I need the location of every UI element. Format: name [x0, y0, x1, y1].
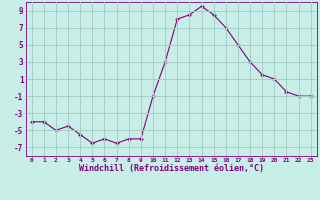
X-axis label: Windchill (Refroidissement éolien,°C): Windchill (Refroidissement éolien,°C) — [79, 164, 264, 173]
